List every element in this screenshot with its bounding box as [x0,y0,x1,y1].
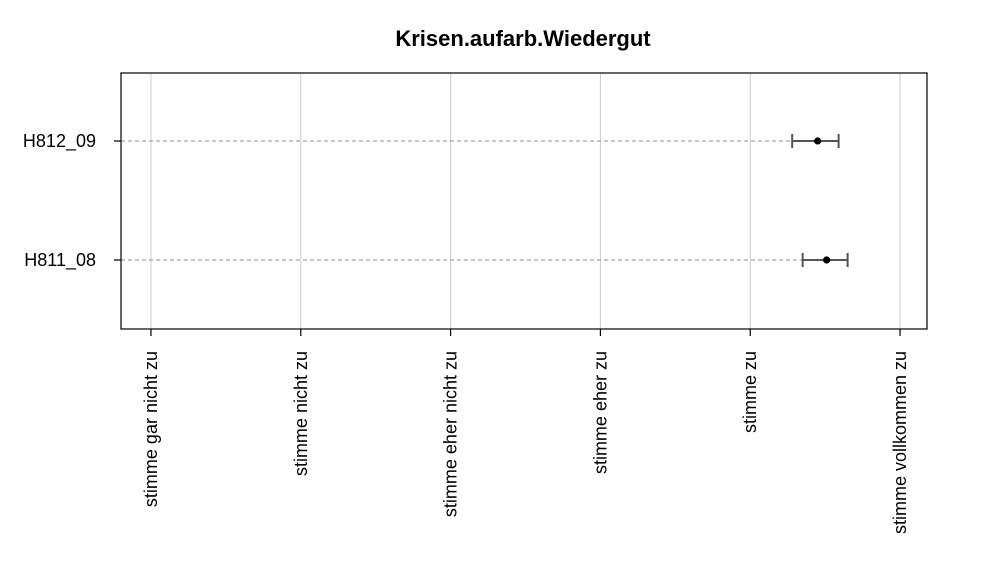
y-axis: H812_09 H811_08 [23,131,121,271]
y-tick-label-h812-09: H812_09 [23,131,96,152]
plot-frame [120,72,928,330]
mean-point-h812-09 [814,137,822,145]
x-tick-label-5: stimme zu [740,351,760,433]
x-tick-label-6: stimme vollkommen zu [890,351,910,534]
x-tick-label-4: stimme eher zu [590,351,610,474]
data-marks [791,134,849,267]
x-tick-label-1: stimme gar nicht zu [141,351,161,507]
x-tick-label-3: stimme eher nicht zu [441,351,461,517]
grid [150,73,901,329]
row-guides [121,140,803,261]
y-tick-label-h811-08: H811_08 [24,250,96,271]
x-axis: stimme gar nicht zu stimme nicht zu stimme… [141,329,910,534]
mean-point-h811-08 [823,256,831,264]
chart-title: Krisen.aufarb.Wiedergut [395,26,651,51]
x-tick-label-2: stimme nicht zu [291,351,311,476]
